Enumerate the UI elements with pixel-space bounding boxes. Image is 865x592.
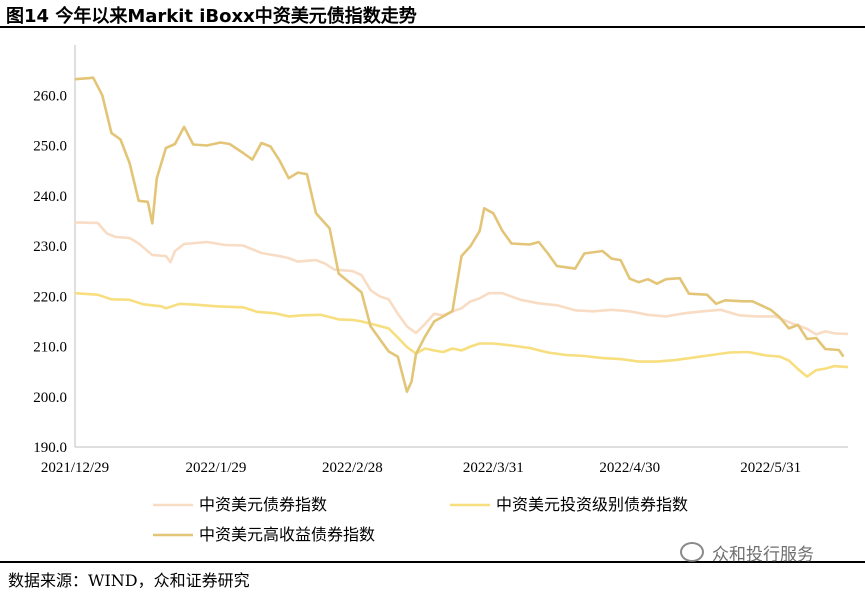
chart-axes: 190.0 200.0 210.0 220.0 230.0 240.0 250.0 260.0… bbox=[33, 45, 848, 476]
figure-title: 图14 今年以来Markit iBoxx中资美元债指数走势 bbox=[6, 6, 417, 27]
y-tick-label: 220.0 bbox=[33, 289, 67, 305]
chart-series bbox=[74, 76, 849, 393]
x-tick-label: 2021/12/29 bbox=[41, 460, 109, 476]
source-divider bbox=[0, 561, 865, 563]
x-tick-label: 2022/1/29 bbox=[186, 460, 247, 476]
legend-label-2: 中资美元投资级别债券指数 bbox=[496, 495, 688, 514]
y-tick-label: 240.0 bbox=[33, 189, 67, 205]
y-tick-label: 260.0 bbox=[33, 88, 67, 104]
line-chart: 190.0 200.0 210.0 220.0 230.0 240.0 250.0 260.0… bbox=[33, 45, 849, 544]
legend-label-1: 中资美元债券指数 bbox=[199, 495, 327, 514]
x-tick-label: 2022/2/28 bbox=[322, 460, 383, 476]
x-tick-label: 2022/3/31 bbox=[463, 460, 524, 476]
wechat-icon bbox=[680, 542, 704, 562]
x-tick-label: 2022/4/30 bbox=[599, 460, 660, 476]
x-tick-label: 2022/5/31 bbox=[740, 460, 801, 476]
y-tick-label: 200.0 bbox=[33, 390, 67, 406]
watermark: 众和投行服务 bbox=[680, 540, 814, 565]
series-line-2 bbox=[74, 291, 849, 378]
y-tick-label: 210.0 bbox=[33, 340, 67, 356]
y-tick-label: 190.0 bbox=[33, 440, 67, 456]
series-line-3 bbox=[74, 76, 845, 393]
title-divider bbox=[0, 26, 865, 28]
y-tick-label: 250.0 bbox=[33, 139, 67, 155]
watermark-text: 众和投行服务 bbox=[712, 545, 814, 565]
legend-label-3: 中资美元高收益债券指数 bbox=[199, 525, 375, 544]
source-note: 数据来源：WIND，众和证券研究 bbox=[8, 571, 250, 590]
y-tick-label: 230.0 bbox=[33, 239, 67, 255]
series-line-1 bbox=[74, 221, 849, 336]
